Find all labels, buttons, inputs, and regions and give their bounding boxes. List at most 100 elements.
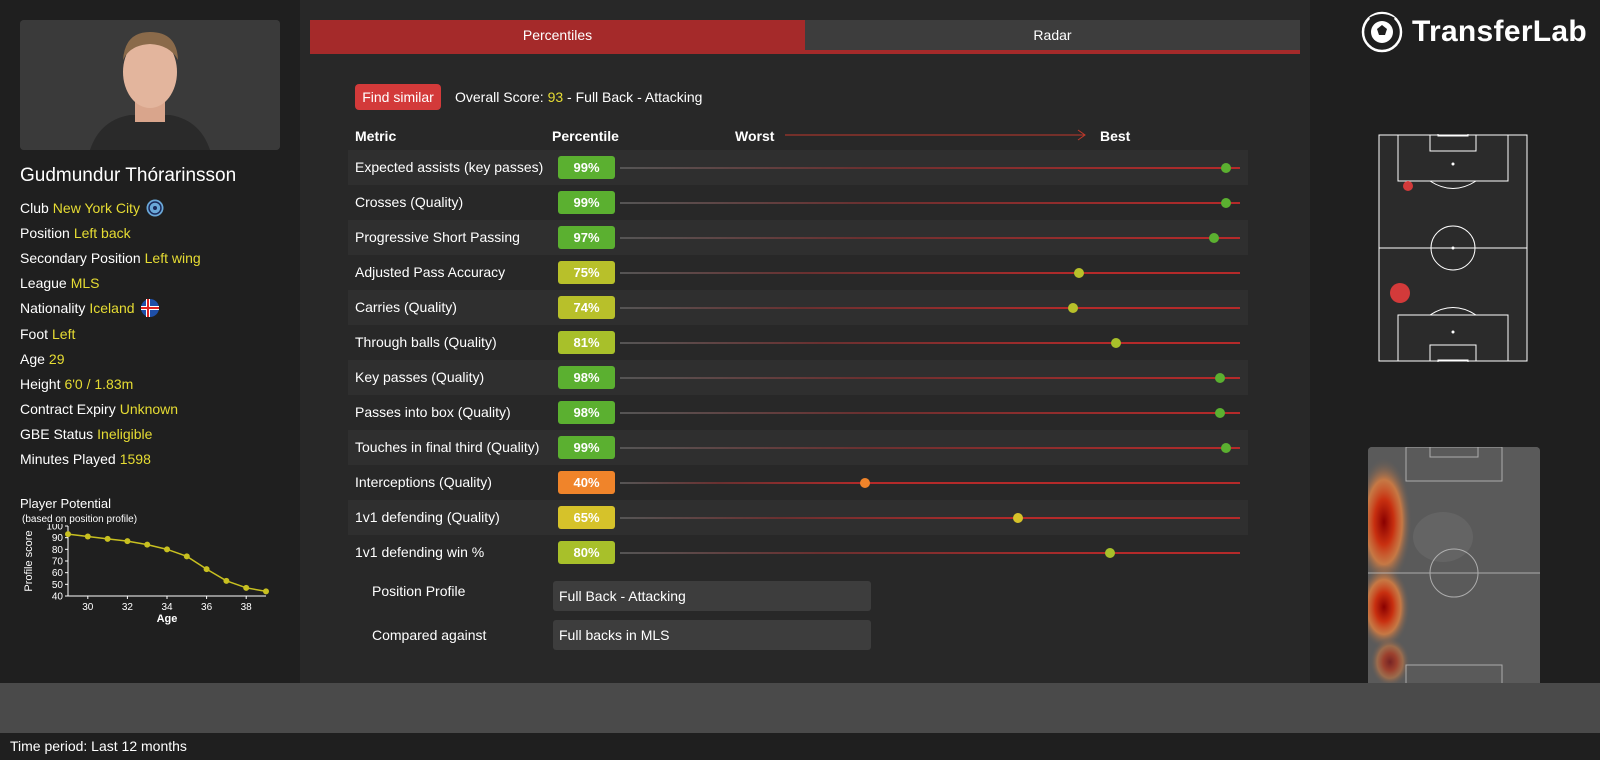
info-row-gbe-status: GBE Status Ineligible — [20, 422, 290, 447]
percentile-badge: 80% — [558, 541, 615, 564]
info-label: Club — [20, 199, 49, 216]
compared-against-label: Compared against — [372, 627, 487, 643]
info-label: Height — [20, 375, 61, 392]
position-marker — [1390, 283, 1410, 303]
percentile-track — [620, 167, 1240, 169]
percentile-badge: 81% — [558, 331, 615, 354]
info-value: 1598 — [119, 451, 151, 468]
metric-name: Crosses (Quality) — [355, 194, 464, 210]
y-tick-label: 60 — [52, 568, 64, 579]
info-label: Age — [20, 350, 45, 367]
tab-percentiles[interactable]: Percentiles — [310, 20, 805, 50]
potential-line — [67, 533, 267, 593]
info-label: Nationality — [20, 300, 86, 317]
y-tick-label: 90 — [52, 533, 64, 544]
y-tick-label: 70 — [52, 557, 64, 568]
info-row-age: Age 29 — [20, 346, 290, 371]
metric-row: Through balls (Quality) 81% — [348, 325, 1248, 360]
percentile-badge: 98% — [558, 401, 615, 424]
tab-radar[interactable]: Radar — [805, 20, 1300, 50]
metric-row: Touches in final third (Quality) 99% — [348, 430, 1248, 465]
percentile-track — [620, 307, 1240, 309]
info-value: Ineligible — [97, 426, 153, 443]
info-label: Foot — [20, 325, 49, 342]
potential-point — [164, 546, 170, 553]
metric-name: Interceptions (Quality) — [355, 474, 492, 490]
info-label: Minutes Played — [20, 451, 116, 468]
position-pitch-map — [1378, 134, 1528, 362]
metric-row: Progressive Short Passing 97% — [348, 220, 1248, 255]
metric-name: Touches in final third (Quality) — [355, 439, 540, 455]
info-value: Iceland — [89, 300, 135, 317]
potential-title: Player Potential — [20, 496, 112, 511]
info-value: 6'0 / 1.83m — [64, 375, 134, 392]
info-row-secondary-position: Secondary Position Left wing — [20, 245, 290, 270]
y-tick-label: 40 — [52, 592, 64, 603]
percentile-badge: 65% — [558, 506, 615, 529]
bottom-bar — [0, 683, 1600, 733]
player-name: Gudmundur Thórarinsson — [20, 165, 237, 186]
player-info-list: Club New York City Position Left back Second… — [20, 195, 290, 472]
x-tick-label: 36 — [201, 602, 213, 613]
header-worst: Worst — [735, 128, 775, 144]
metric-row: 1v1 defending (Quality) 65% — [348, 500, 1248, 535]
header-metric: Metric — [355, 128, 397, 144]
y-tick-label: 100 — [46, 524, 63, 533]
compared-against-select[interactable]: Full backs in MLS — [553, 620, 871, 650]
x-axis-label: Age — [157, 613, 178, 625]
potential-point — [65, 531, 71, 538]
metric-name: Adjusted Pass Accuracy — [355, 264, 506, 280]
potential-point — [84, 533, 91, 540]
info-value: Left — [52, 325, 76, 342]
info-row-height: Height 6'0 / 1.83m — [20, 371, 290, 396]
position-profile-label: Position Profile — [372, 583, 466, 599]
find-similar-button[interactable]: Find similar — [355, 84, 441, 110]
iceland-flag-icon — [140, 299, 159, 318]
header-percentile: Percentile — [552, 128, 619, 144]
percentile-marker — [1220, 443, 1231, 453]
club-crest-icon — [146, 199, 164, 217]
metric-row: Passes into box (Quality) 98% — [348, 395, 1248, 430]
soccer-ball-icon — [1361, 11, 1403, 53]
position-profile-select[interactable]: Full Back - Attacking — [553, 581, 871, 611]
potential-point — [144, 541, 151, 548]
percentile-marker — [1220, 198, 1231, 208]
footer: Time period: Last 12 months — [0, 733, 1600, 760]
percentile-track — [620, 272, 1240, 274]
metric-table: Expected assists (key passes) 99% Crosses … — [348, 150, 1248, 570]
potential-point — [243, 584, 250, 591]
header-best: Best — [1100, 128, 1131, 144]
percentile-badge: 75% — [558, 261, 615, 284]
info-label: League — [20, 275, 67, 292]
info-value: Left back — [73, 224, 131, 241]
x-tick-label: 30 — [82, 602, 94, 613]
percentile-marker — [1110, 338, 1121, 348]
y-tick-label: 50 — [52, 580, 64, 591]
percentile-track — [620, 202, 1240, 204]
percentile-badge: 74% — [558, 296, 615, 319]
percentile-marker — [1214, 373, 1225, 383]
info-value: MLS — [70, 275, 100, 292]
touch-heatmap — [1368, 447, 1540, 699]
metric-name: Passes into box (Quality) — [355, 404, 511, 420]
percentile-marker — [1067, 303, 1078, 313]
potential-point — [263, 588, 269, 595]
overall-score-suffix: - Full Back - Attacking — [563, 89, 703, 105]
info-value: 29 — [48, 350, 65, 367]
percentile-marker — [1104, 548, 1115, 558]
x-tick-label: 32 — [122, 602, 134, 613]
metric-row: Crosses (Quality) 99% — [348, 185, 1248, 220]
info-value: Unknown — [119, 401, 179, 418]
potential-point — [203, 566, 210, 573]
metric-row: 1v1 defending win % 80% — [348, 535, 1248, 570]
percentile-badge: 99% — [558, 191, 615, 214]
x-tick-label: 34 — [161, 602, 173, 613]
percentile-track — [620, 377, 1240, 379]
percentile-track — [620, 552, 1240, 554]
info-value: Left wing — [144, 249, 201, 266]
player-panel: Gudmundur Thórarinsson Club New York City… — [0, 0, 300, 683]
metric-name: Progressive Short Passing — [355, 229, 520, 245]
view-tabs: Percentiles Radar — [310, 20, 1300, 54]
metric-name: Expected assists (key passes) — [355, 159, 544, 175]
percentile-marker — [1214, 408, 1225, 418]
